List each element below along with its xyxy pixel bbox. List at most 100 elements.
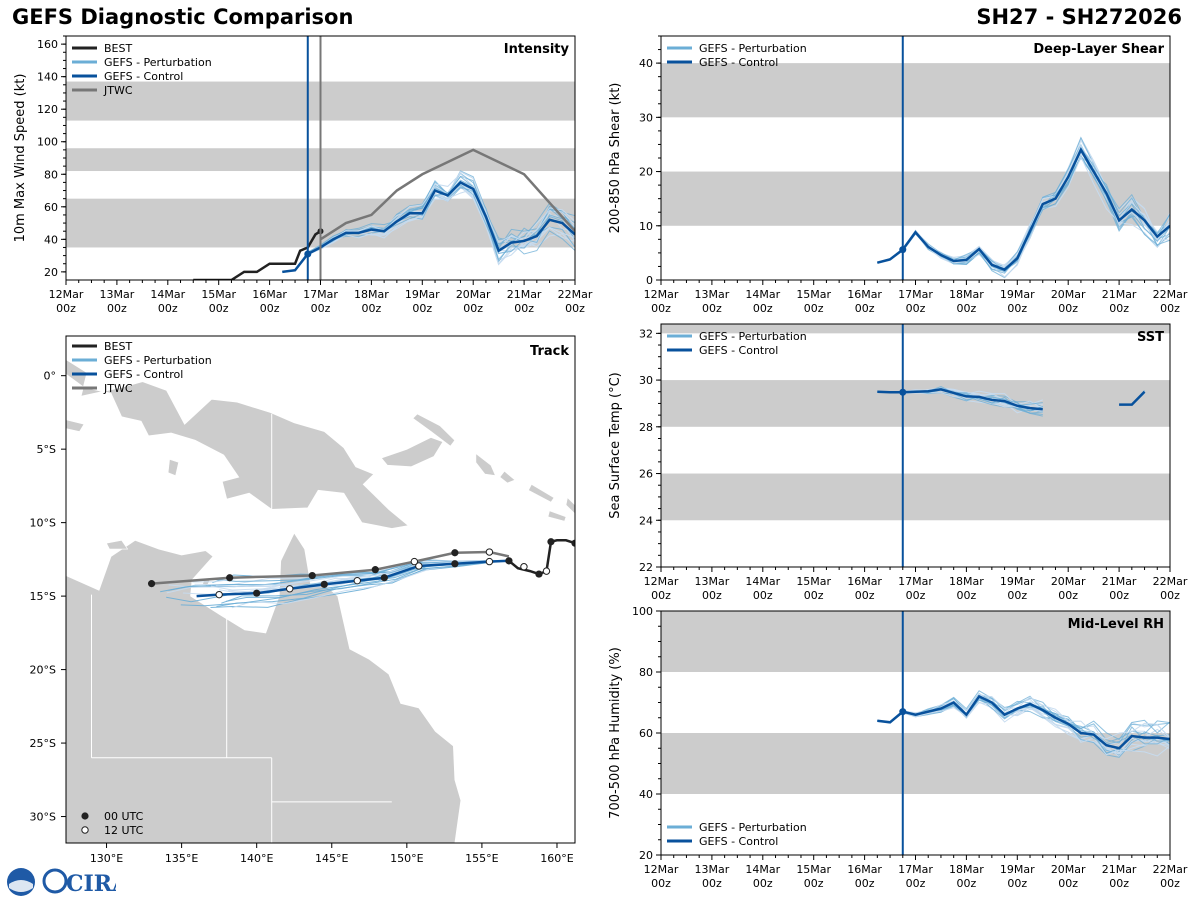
panel-frame — [65, 335, 576, 844]
x-tick-label: 22Mar — [1153, 288, 1188, 301]
x-tick-label: 15Mar — [796, 575, 831, 588]
y-tick-label: 10 — [639, 220, 653, 233]
lat-tick-label: 5°S — [37, 443, 56, 456]
legend-label: GEFS - Perturbation — [699, 330, 807, 343]
y-tick-label: 30 — [639, 111, 653, 124]
marker-00utc — [505, 557, 513, 565]
x-tick-label: 18Mar — [949, 288, 984, 301]
x-tick-sublabel: 00z — [855, 302, 875, 315]
panel-title: Deep-Layer Shear — [1033, 42, 1164, 57]
x-tick-sublabel: 00z — [463, 302, 483, 315]
control-line — [877, 147, 1170, 272]
panel-title: Mid-Level RH — [1068, 617, 1164, 632]
x-tick-sublabel: 00z — [158, 302, 178, 315]
x-tick-sublabel: 00z — [412, 302, 432, 315]
island — [528, 483, 555, 503]
x-tick-sublabel: 00z — [1109, 589, 1129, 602]
island — [167, 458, 179, 477]
island — [565, 497, 575, 515]
x-tick-sublabel: 00z — [753, 589, 773, 602]
perturbation-line — [877, 690, 1170, 741]
lat-tick-label: 0° — [44, 370, 57, 383]
legend-label: BEST — [104, 340, 132, 353]
init-point — [899, 246, 907, 254]
map-area — [66, 359, 575, 843]
shear-panel: 01020304012Mar00z13Mar00z14Mar00z15Mar00… — [608, 35, 1188, 315]
x-tick-label: 22Mar — [1153, 575, 1188, 588]
legend-label: GEFS - Control — [699, 344, 778, 357]
x-tick-label: 14Mar — [745, 863, 780, 876]
marker-00utc — [226, 574, 234, 582]
figure-title: GEFS Diagnostic Comparison — [12, 5, 354, 29]
marker-12utc — [542, 567, 551, 575]
y-tick-label: 40 — [44, 233, 58, 246]
x-tick-label: 15Mar — [201, 288, 236, 301]
x-tick-sublabel: 00z — [1109, 302, 1129, 315]
y-tick-label: 0 — [646, 274, 653, 287]
x-tick-sublabel: 00z — [651, 302, 671, 315]
x-tick-sublabel: 00z — [906, 302, 926, 315]
x-tick-sublabel: 00z — [514, 302, 534, 315]
x-tick-sublabel: 00z — [56, 302, 76, 315]
marker-12utc — [415, 562, 423, 570]
legend-marker-00utc — [81, 812, 89, 820]
x-tick-sublabel: 00z — [209, 302, 229, 315]
track-panel: 0° 5°S 10°S 15°S 20°S 25°S 30°S 130°E 135°E 140°E… — [30, 335, 576, 865]
legend-label: GEFS - Perturbation — [699, 42, 807, 55]
x-tick-label: 18Mar — [949, 863, 984, 876]
legend-label: GEFS - Perturbation — [104, 354, 212, 367]
jtwc-track — [151, 550, 510, 585]
x-tick-label: 17Mar — [303, 288, 338, 301]
x-tick-sublabel: 00z — [1160, 302, 1180, 315]
y-axis-label: Sea Surface Temp (°C) — [608, 372, 623, 519]
cira-logo: CIRA — [7, 868, 116, 897]
panel-title: Intensity — [504, 42, 570, 57]
x-tick-sublabel: 00z — [651, 877, 671, 890]
x-tick-label: 16Mar — [847, 288, 882, 301]
lon-tick-label: 160°E — [540, 852, 573, 865]
reference-band — [661, 324, 1170, 334]
x-tick-label: 12Mar — [644, 863, 679, 876]
lon-tick-label: 140°E — [240, 852, 273, 865]
x-tick-label: 13Mar — [100, 288, 135, 301]
y-tick-label: 28 — [639, 421, 653, 434]
x-tick-sublabel: 00z — [1007, 302, 1027, 315]
x-tick-label: 14Mar — [745, 288, 780, 301]
legend-label: GEFS - Perturbation — [104, 56, 212, 69]
x-tick-sublabel: 00z — [1058, 589, 1078, 602]
x-tick-sublabel: 00z — [1007, 877, 1027, 890]
y-tick-label: 80 — [44, 168, 58, 181]
reference-band — [661, 611, 1170, 672]
plot-area — [661, 36, 1170, 280]
y-tick-label: 60 — [44, 201, 58, 214]
x-tick-label: 19Mar — [1000, 575, 1035, 588]
x-tick-sublabel: 00z — [1007, 589, 1027, 602]
lon-tick-label: 130°E — [90, 852, 123, 865]
x-tick-sublabel: 00z — [804, 877, 824, 890]
x-tick-label: 16Mar — [847, 863, 882, 876]
y-tick-label: 24 — [639, 514, 653, 527]
island — [106, 539, 129, 550]
x-tick-sublabel: 00z — [702, 877, 722, 890]
x-tick-label: 16Mar — [847, 575, 882, 588]
marker-00utc — [451, 549, 459, 557]
x-tick-sublabel: 00z — [565, 302, 585, 315]
x-tick-sublabel: 00z — [804, 589, 824, 602]
y-tick-label: 22 — [639, 561, 653, 574]
x-tick-label: 20Mar — [1051, 288, 1086, 301]
y-tick-label: 60 — [639, 727, 653, 740]
x-tick-sublabel: 00z — [1058, 302, 1078, 315]
y-tick-label: 40 — [639, 788, 653, 801]
x-tick-label: 21Mar — [1102, 863, 1137, 876]
y-tick-label: 30 — [639, 374, 653, 387]
y-tick-label: 100 — [37, 136, 58, 149]
x-tick-label: 15Mar — [796, 863, 831, 876]
y-tick-label: 80 — [639, 666, 653, 679]
reference-band — [661, 380, 1170, 427]
legend-label: GEFS - Control — [699, 56, 778, 69]
x-tick-label: 14Mar — [745, 575, 780, 588]
marker-00utc — [451, 560, 459, 568]
lon-tick-label: 150°E — [390, 852, 423, 865]
marker-00utc — [535, 570, 543, 578]
